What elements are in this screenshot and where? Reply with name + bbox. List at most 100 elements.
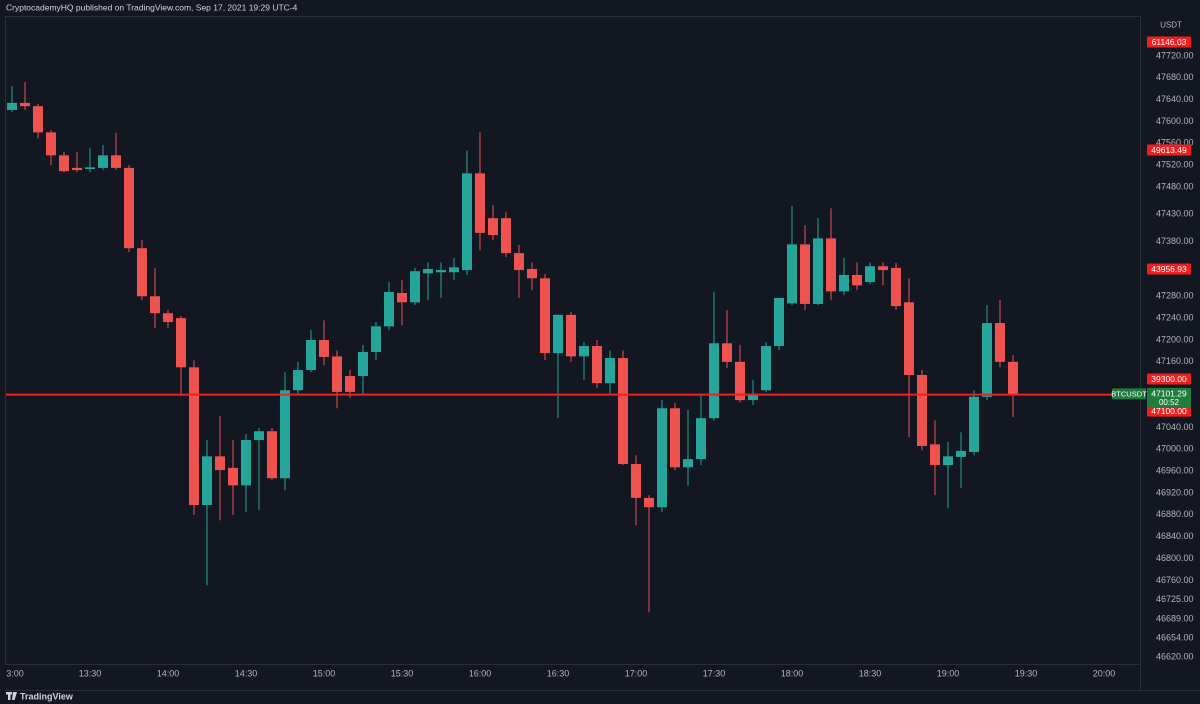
- y-tick-label: 47680.00: [1156, 72, 1194, 82]
- candle-body: [331, 356, 342, 392]
- candle-body: [994, 323, 1005, 362]
- candle-body: [656, 408, 667, 508]
- price-tag: 43956.93: [1151, 264, 1187, 274]
- y-tick-label: 47480.00: [1156, 181, 1194, 191]
- y-tick-label: 47380.00: [1156, 236, 1194, 246]
- y-tick-label: 47040.00: [1156, 422, 1194, 432]
- last-price-box: [1147, 387, 1191, 408]
- price-tag: 39300.00: [1151, 374, 1187, 384]
- y-tick-label: 46920.00: [1156, 487, 1194, 497]
- logo-part: [8, 692, 11, 700]
- countdown: 00:52: [1159, 398, 1180, 407]
- candle-body: [760, 346, 771, 391]
- candle-body: [526, 268, 537, 279]
- candle-body: [370, 326, 381, 353]
- candle-body: [591, 346, 602, 384]
- candle-body: [383, 291, 394, 327]
- candle-body: [448, 267, 459, 273]
- last-price: 47101.29: [1151, 389, 1187, 399]
- candle-body: [565, 314, 576, 357]
- x-tick-label: 20:00: [1093, 668, 1116, 678]
- candle-body: [825, 238, 836, 292]
- candle-body: [110, 155, 121, 168]
- y-tick-label: 46725.00: [1156, 594, 1194, 604]
- candle-body: [604, 358, 615, 384]
- candle-body: [903, 302, 914, 375]
- y-tick-label: 47160.00: [1156, 356, 1194, 366]
- candle-body: [500, 218, 511, 254]
- logo-part: [12, 692, 17, 700]
- candle-body: [617, 358, 628, 465]
- y-tick-label: 46840.00: [1156, 531, 1194, 541]
- candle-body: [929, 444, 940, 466]
- price-tag-box: [1147, 373, 1191, 385]
- candle-body: [214, 456, 225, 471]
- hline-tag-box: [1147, 405, 1191, 417]
- x-tick-label: 18:00: [781, 668, 804, 678]
- x-tick-label: 16:30: [547, 668, 570, 678]
- x-tick-label: 13:30: [79, 668, 102, 678]
- candle-body: [838, 274, 849, 292]
- y-tick-label: 47520.00: [1156, 160, 1194, 170]
- x-tick-label: 17:30: [703, 668, 726, 678]
- candle-body: [955, 450, 966, 457]
- y-tick-label: 47200.00: [1156, 334, 1194, 344]
- y-tick-label: 47600.00: [1156, 116, 1194, 126]
- price-tag: 49613.49: [1151, 145, 1187, 155]
- y-tick-label: 46960.00: [1156, 466, 1194, 476]
- candle-body: [682, 459, 693, 468]
- y-tick-label: 47720.00: [1156, 50, 1194, 60]
- x-tick-label: 16:00: [469, 668, 492, 678]
- candle-body: [305, 340, 316, 371]
- candle-body: [266, 431, 277, 479]
- price-tag-box: [1147, 263, 1191, 275]
- candle-body: [123, 167, 134, 249]
- candle-body: [318, 340, 329, 357]
- candle-body: [84, 167, 95, 169]
- candle-body: [175, 318, 186, 368]
- candle-body: [162, 313, 173, 322]
- candle-body: [58, 155, 69, 172]
- footer-brand: TradingView: [20, 691, 74, 701]
- y-tick-label: 46620.00: [1156, 651, 1194, 661]
- candle-body: [149, 296, 160, 314]
- x-tick-label: 15:30: [391, 668, 414, 678]
- candle-body: [71, 167, 82, 171]
- candle-body: [812, 238, 823, 304]
- candle-body: [19, 102, 30, 107]
- y-tick-label: 46880.00: [1156, 509, 1194, 519]
- tv-logo: [6, 692, 17, 700]
- x-tick-label: 18:30: [859, 668, 882, 678]
- publish-header: CryptocademyHQ published on TradingView.…: [6, 2, 298, 12]
- hline-tag: 47100.00: [1151, 406, 1187, 416]
- candle-body: [721, 343, 732, 362]
- y-tick-label: 46654.00: [1156, 633, 1194, 643]
- symbol-tag: BTCUSDT: [1111, 389, 1147, 398]
- candle-body: [344, 376, 355, 392]
- y-tick-label: 46800.00: [1156, 553, 1194, 563]
- y-tick-label: 46689.00: [1156, 614, 1194, 624]
- candle-body: [422, 268, 433, 274]
- candle-body: [578, 346, 589, 357]
- candle-body: [435, 270, 446, 273]
- candle-body: [773, 297, 784, 347]
- candle-body: [253, 431, 264, 440]
- candle-body: [851, 274, 862, 286]
- candle-body: [669, 408, 680, 468]
- candle-body: [708, 343, 719, 419]
- candle-body: [942, 456, 953, 466]
- candle-body: [136, 248, 147, 297]
- candle-body: [6, 102, 17, 110]
- unit-box: [1158, 19, 1184, 31]
- candle-body: [799, 244, 810, 304]
- candle-body: [292, 370, 303, 391]
- price-tag: 61146.03: [1152, 37, 1187, 47]
- candle-body: [487, 218, 498, 236]
- x-tick-label: 15:00: [313, 668, 336, 678]
- candle-body: [981, 323, 992, 397]
- candle-body: [513, 253, 524, 271]
- candle-body: [630, 464, 641, 498]
- x-tick-label: 14:30: [235, 668, 258, 678]
